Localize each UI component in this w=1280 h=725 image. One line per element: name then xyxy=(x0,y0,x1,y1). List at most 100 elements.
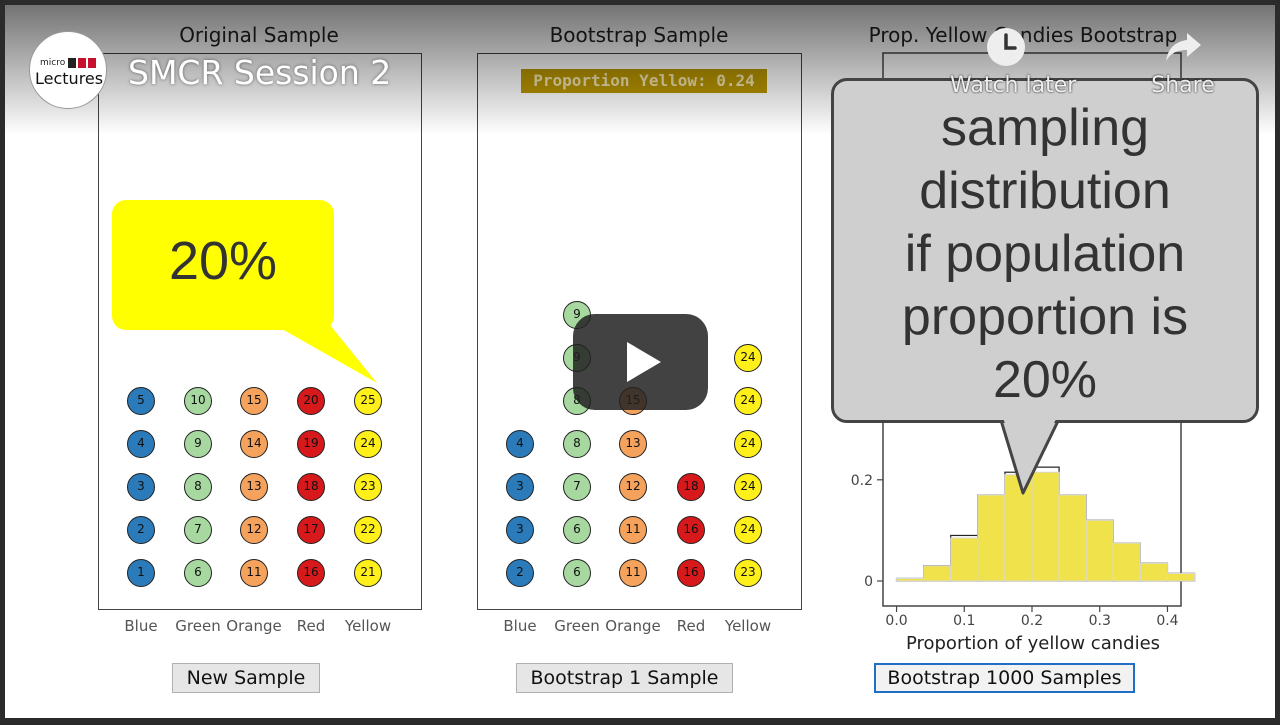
play-button[interactable] xyxy=(573,314,708,410)
candy-green: 6 xyxy=(563,516,591,544)
category-label-red: Red xyxy=(296,617,326,635)
candy-green: 8 xyxy=(184,473,212,501)
candy-blue: 2 xyxy=(506,559,534,587)
candy-blue: 5 xyxy=(127,387,155,415)
candy-blue: 4 xyxy=(127,430,155,458)
candy-red: 18 xyxy=(677,473,705,501)
bootstrap-1000-samples-button[interactable]: Bootstrap 1000 Samples xyxy=(874,663,1135,693)
candy-yellow: 24 xyxy=(734,344,762,372)
candy-red: 18 xyxy=(297,473,325,501)
histogram-bar xyxy=(1004,474,1033,582)
candy-blue: 4 xyxy=(506,430,534,458)
share-label: Share xyxy=(1151,73,1215,98)
logo-micro-text: micro xyxy=(40,58,66,68)
candy-yellow: 22 xyxy=(354,516,382,544)
watch-later-button[interactable]: Watch later xyxy=(950,25,1077,98)
candy-orange: 13 xyxy=(240,473,268,501)
candy-yellow: 25 xyxy=(354,387,382,415)
x-tick-label: 0.1 xyxy=(953,613,975,629)
histogram-bar xyxy=(1085,519,1114,582)
app-canvas: Original Sample 1 2 3 4 5 6 7 8 9 10 11 12 13 14 15 16 1… xyxy=(5,5,1275,718)
candy-orange: 11 xyxy=(619,516,647,544)
candy-red: 16 xyxy=(677,516,705,544)
candy-red: 17 xyxy=(297,516,325,544)
histogram-bar xyxy=(1139,562,1168,582)
candy-red: 20 xyxy=(297,387,325,415)
clock-icon xyxy=(987,28,1025,66)
histogram-bar xyxy=(977,494,1006,582)
candy-orange: 12 xyxy=(619,473,647,501)
new-sample-button[interactable]: New Sample xyxy=(172,663,320,693)
candy-green: 6 xyxy=(563,559,591,587)
play-icon xyxy=(627,342,661,382)
candy-green: 6 xyxy=(184,559,212,587)
x-tick-label: 0.4 xyxy=(1156,613,1178,629)
category-label-red: Red xyxy=(676,617,706,635)
logo-marks-icon xyxy=(68,58,96,68)
logo-main-text: Lectures xyxy=(35,69,104,88)
histogram-bar xyxy=(896,577,925,582)
candy-red: 16 xyxy=(677,559,705,587)
category-label-blue: Blue xyxy=(503,617,537,635)
yellow-callout xyxy=(112,200,334,330)
candy-red: 16 xyxy=(297,559,325,587)
x-tick-label: 0.2 xyxy=(1021,613,1043,629)
gray-callout-text: sampling distribution if population prop… xyxy=(831,97,1259,412)
candy-yellow: 24 xyxy=(734,387,762,415)
gray-callout-line: 20% xyxy=(992,351,1098,409)
histogram-bar xyxy=(923,565,952,582)
candy-blue: 3 xyxy=(127,473,155,501)
gray-callout-line: distribution xyxy=(919,162,1171,220)
candy-yellow: 24 xyxy=(354,430,382,458)
histogram-bar xyxy=(1166,572,1196,582)
histogram-bar xyxy=(1112,542,1141,582)
y-tick-label: 0.2 xyxy=(851,473,873,489)
category-label-green: Green xyxy=(175,617,221,635)
candy-yellow: 24 xyxy=(734,473,762,501)
gray-callout-line: if population xyxy=(904,225,1186,283)
candy-green: 7 xyxy=(184,516,212,544)
watch-later-label: Watch later xyxy=(950,73,1077,98)
candy-yellow: 24 xyxy=(734,430,762,458)
candy-blue: 2 xyxy=(127,516,155,544)
share-arrow-icon xyxy=(1166,33,1201,61)
candy-yellow: 23 xyxy=(734,559,762,587)
candy-yellow: 24 xyxy=(734,516,762,544)
histogram-bar xyxy=(1058,494,1087,582)
gray-callout-line: sampling xyxy=(940,99,1150,157)
category-label-yellow: Yellow xyxy=(724,617,772,635)
category-label-green: Green xyxy=(554,617,600,635)
yellow-callout-text: 20% xyxy=(168,231,278,291)
x-tick-label: 0.3 xyxy=(1089,613,1111,629)
category-label-blue: Blue xyxy=(124,617,158,635)
candy-yellow: 23 xyxy=(354,473,382,501)
candy-orange: 14 xyxy=(240,430,268,458)
gray-callout-line: proportion is xyxy=(901,288,1189,346)
channel-logo[interactable]: micro Lectures xyxy=(29,31,107,109)
candy-orange: 15 xyxy=(240,387,268,415)
candy-orange: 11 xyxy=(619,559,647,587)
category-label-orange: Orange xyxy=(605,617,661,635)
candy-blue: 1 xyxy=(127,559,155,587)
category-label-orange: Orange xyxy=(226,617,282,635)
candy-yellow: 21 xyxy=(354,559,382,587)
candy-orange: 11 xyxy=(240,559,268,587)
histogram-x-axis-label: Proportion of yellow candies xyxy=(905,633,1161,654)
candy-blue: 3 xyxy=(506,516,534,544)
category-label-yellow: Yellow xyxy=(344,617,392,635)
video-title[interactable]: SMCR Session 2 xyxy=(128,53,392,92)
x-tick-label: 0.0 xyxy=(885,613,907,629)
candy-red: 19 xyxy=(297,430,325,458)
candy-green: 9 xyxy=(184,430,212,458)
histogram-bar xyxy=(1031,471,1060,582)
candy-green: 7 xyxy=(563,473,591,501)
candy-green: 8 xyxy=(563,430,591,458)
share-button[interactable]: Share xyxy=(1138,25,1228,98)
bootstrap-1-sample-button[interactable]: Bootstrap 1 Sample xyxy=(516,663,733,693)
y-tick-label: 0 xyxy=(864,574,873,590)
candy-orange: 12 xyxy=(240,516,268,544)
candy-blue: 3 xyxy=(506,473,534,501)
candy-orange: 13 xyxy=(619,430,647,458)
candy-green: 10 xyxy=(184,387,212,415)
